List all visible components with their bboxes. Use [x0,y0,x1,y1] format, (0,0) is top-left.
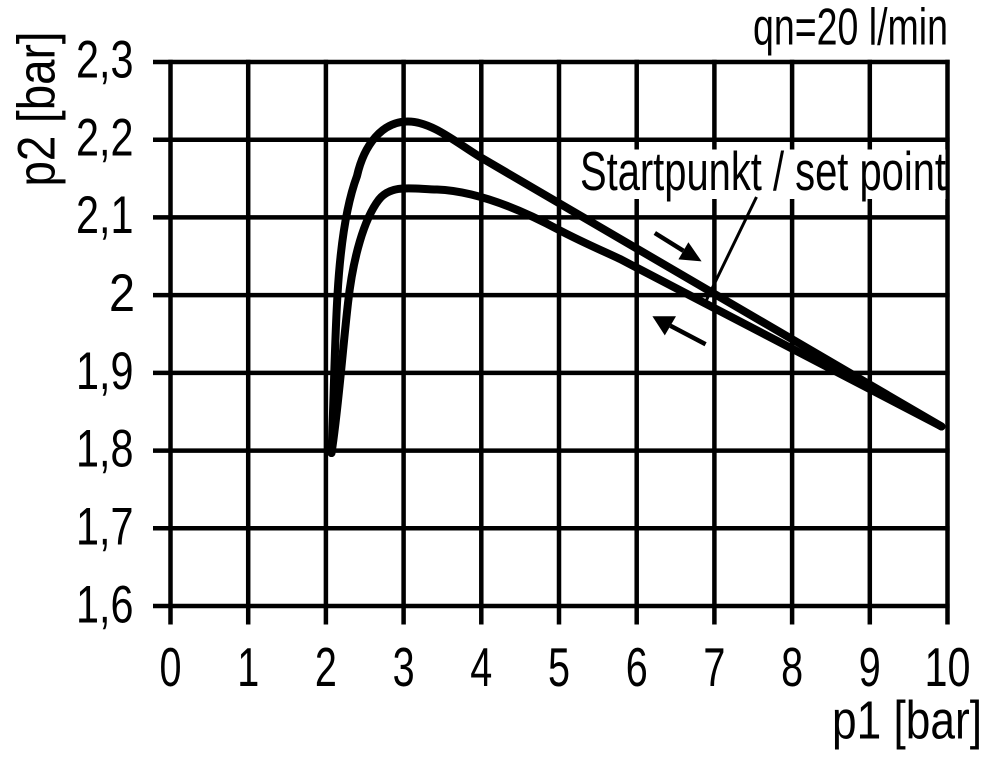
svg-text:2,1: 2,1 [76,186,134,245]
svg-text:2: 2 [315,636,337,698]
svg-text:0: 0 [160,636,182,698]
svg-text:qn=20 l/min: qn=20 l/min [753,0,948,56]
svg-text:1,8: 1,8 [76,420,134,479]
svg-text:1,6: 1,6 [76,575,134,634]
svg-text:p2 [bar]: p2 [bar] [8,32,67,187]
svg-text:6: 6 [626,636,648,698]
svg-text:7: 7 [703,636,725,698]
svg-text:2: 2 [109,264,135,323]
svg-text:5: 5 [548,636,570,698]
svg-text:8: 8 [781,636,803,698]
svg-text:p1 [bar]: p1 [bar] [832,691,982,751]
svg-text:1: 1 [237,636,259,698]
svg-text:2,2: 2,2 [76,108,134,167]
svg-text:1,9: 1,9 [76,342,134,401]
svg-text:9: 9 [859,636,881,698]
svg-text:2,3: 2,3 [76,30,134,89]
svg-text:Startpunkt / set point: Startpunkt / set point [580,141,946,202]
svg-text:3: 3 [393,636,415,698]
svg-text:1,7: 1,7 [76,498,134,557]
svg-text:10: 10 [925,636,971,698]
svg-text:4: 4 [470,636,492,698]
